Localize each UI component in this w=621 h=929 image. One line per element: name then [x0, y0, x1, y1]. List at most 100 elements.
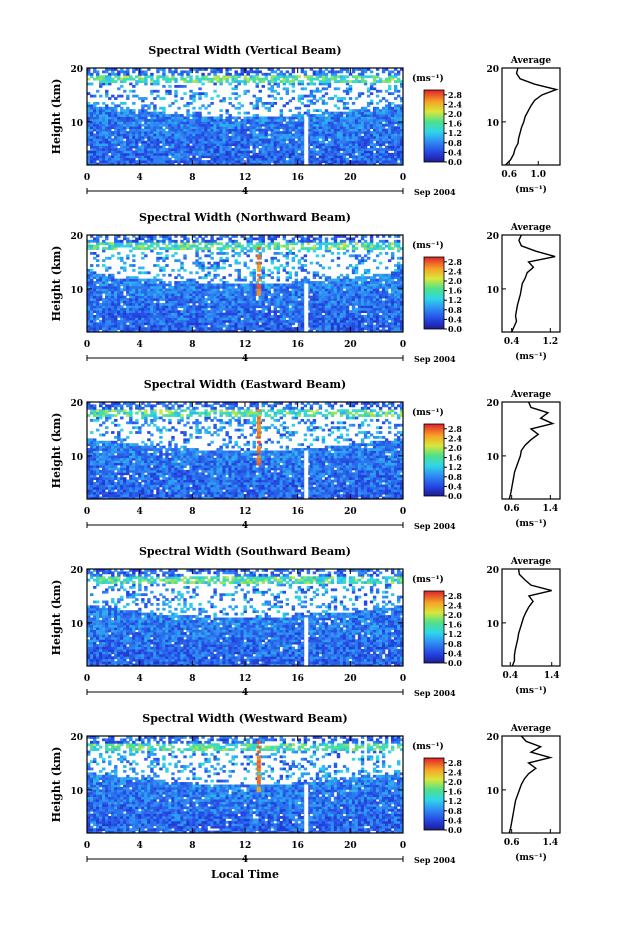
heatmap-cell: [90, 319, 94, 323]
heatmap-cell: [399, 295, 404, 299]
heatmap-cell: [183, 315, 187, 318]
heatmap-cell: [324, 92, 329, 96]
heatmap-cell: [312, 290, 317, 294]
heatmap-cell: [189, 290, 193, 294]
heatmap-cell: [315, 131, 320, 134]
heatmap-cell: [306, 82, 311, 86]
heatmap-cell: [333, 317, 338, 321]
heatmap-cell: [135, 327, 139, 330]
heatmap-cell: [105, 285, 109, 289]
heatmap-cell: [393, 111, 398, 115]
heatmap-cell: [327, 322, 332, 326]
heatmap-cell: [186, 150, 190, 154]
heatmap-cell: [294, 114, 299, 117]
heatmap-cell: [270, 327, 274, 330]
heatmap-cell: [99, 109, 103, 113]
heatmap-cell: [159, 75, 163, 79]
heatmap-cell: [168, 307, 172, 311]
heatmap-cell: [129, 157, 133, 161]
heatmap-cell: [252, 118, 256, 122]
heatmap-cell: [297, 106, 302, 110]
heatmap-cell: [216, 322, 220, 326]
heatmap-cell: [357, 329, 362, 333]
heatmap-cell: [171, 126, 175, 130]
heatmap-cell: [291, 150, 296, 154]
heatmap-cell: [297, 148, 302, 151]
heatmap-cell: [231, 317, 235, 321]
heatmap-cell: [153, 305, 157, 309]
heatmap-cell: [390, 70, 395, 74]
heatmap-cell: [285, 290, 290, 294]
heatmap-cell: [186, 329, 190, 333]
heatmap-cell: [102, 101, 106, 105]
heatmap-cell: [258, 77, 262, 81]
heatmap-cell: [234, 152, 238, 156]
heatmap-cell: [360, 72, 365, 76]
heatmap-cell: [108, 295, 112, 299]
heatmap-cell: [336, 99, 341, 103]
heatmap-cell: [339, 310, 344, 313]
heatmap-cell: [225, 140, 229, 144]
heatmap-cell: [384, 312, 389, 316]
heatmap-cell: [87, 319, 91, 323]
heatmap-cell: [210, 315, 214, 318]
heatmap-cell: [117, 126, 121, 130]
heatmap-cell: [129, 302, 133, 306]
heatmap-cell: [315, 109, 320, 113]
heatmap-cell: [285, 75, 290, 79]
heatmap-cell: [300, 293, 305, 297]
heatmap-cell: [123, 75, 127, 79]
heatmap-cell: [354, 327, 359, 330]
heatmap-cell: [360, 128, 365, 132]
heatmap-cell: [279, 160, 284, 163]
heatmap-cell: [396, 162, 401, 166]
heatmap-cell: [93, 118, 97, 122]
heatmap-cell: [348, 111, 353, 115]
heatmap-cell: [363, 295, 368, 299]
heatmap-cell: [120, 133, 124, 137]
heatmap-cell: [315, 307, 320, 311]
heatmap-cell: [117, 157, 121, 161]
heatmap-cell: [117, 128, 121, 132]
heatmap-cell: [144, 70, 148, 74]
heatmap-cell: [240, 72, 244, 76]
heatmap-cell: [138, 310, 142, 313]
heatmap-cell: [327, 114, 332, 117]
heatmap-cell: [147, 150, 151, 154]
heatmap-cell: [306, 94, 311, 98]
heatmap-cell: [378, 121, 383, 125]
heatmap-cell: [231, 329, 235, 333]
heatmap-cell: [111, 111, 115, 115]
heatmap-cell: [309, 322, 314, 326]
heatmap-cell: [90, 109, 94, 113]
heatmap-cell: [129, 329, 133, 333]
panel-title: Spectral Width (Northward Beam): [139, 211, 351, 224]
heatmap-cell: [168, 160, 172, 163]
heatmap-cell: [90, 128, 94, 132]
heatmap-cell: [90, 126, 94, 130]
heatmap-cell: [375, 329, 380, 333]
heatmap-cell: [276, 84, 281, 88]
heatmap-cell: [225, 310, 229, 313]
heatmap-cell: [354, 302, 359, 306]
heatmap-cell: [129, 82, 133, 86]
heatmap-cell: [351, 322, 356, 326]
heatmap-cell: [384, 148, 389, 151]
heatmap-cell: [333, 288, 338, 292]
heatmap-cell: [261, 77, 265, 81]
heatmap-cell: [342, 307, 347, 311]
heatmap-cell: [153, 97, 157, 100]
heatmap-cell: [171, 150, 175, 154]
heatmap-cell: [312, 118, 317, 122]
heatmap-cell: [132, 327, 136, 330]
heatmap-cell: [330, 133, 335, 137]
heatmap-cell: [273, 143, 277, 146]
heatmap-cell: [336, 315, 341, 318]
heatmap-cell: [93, 148, 97, 151]
heatmap-cell: [219, 295, 223, 299]
colorbar-tick-label: 2.0: [448, 109, 462, 119]
heatmap-cell: [312, 157, 317, 161]
heatmap-cell: [342, 302, 347, 306]
heatmap-cell: [276, 324, 281, 328]
heatmap-cell: [384, 307, 389, 311]
